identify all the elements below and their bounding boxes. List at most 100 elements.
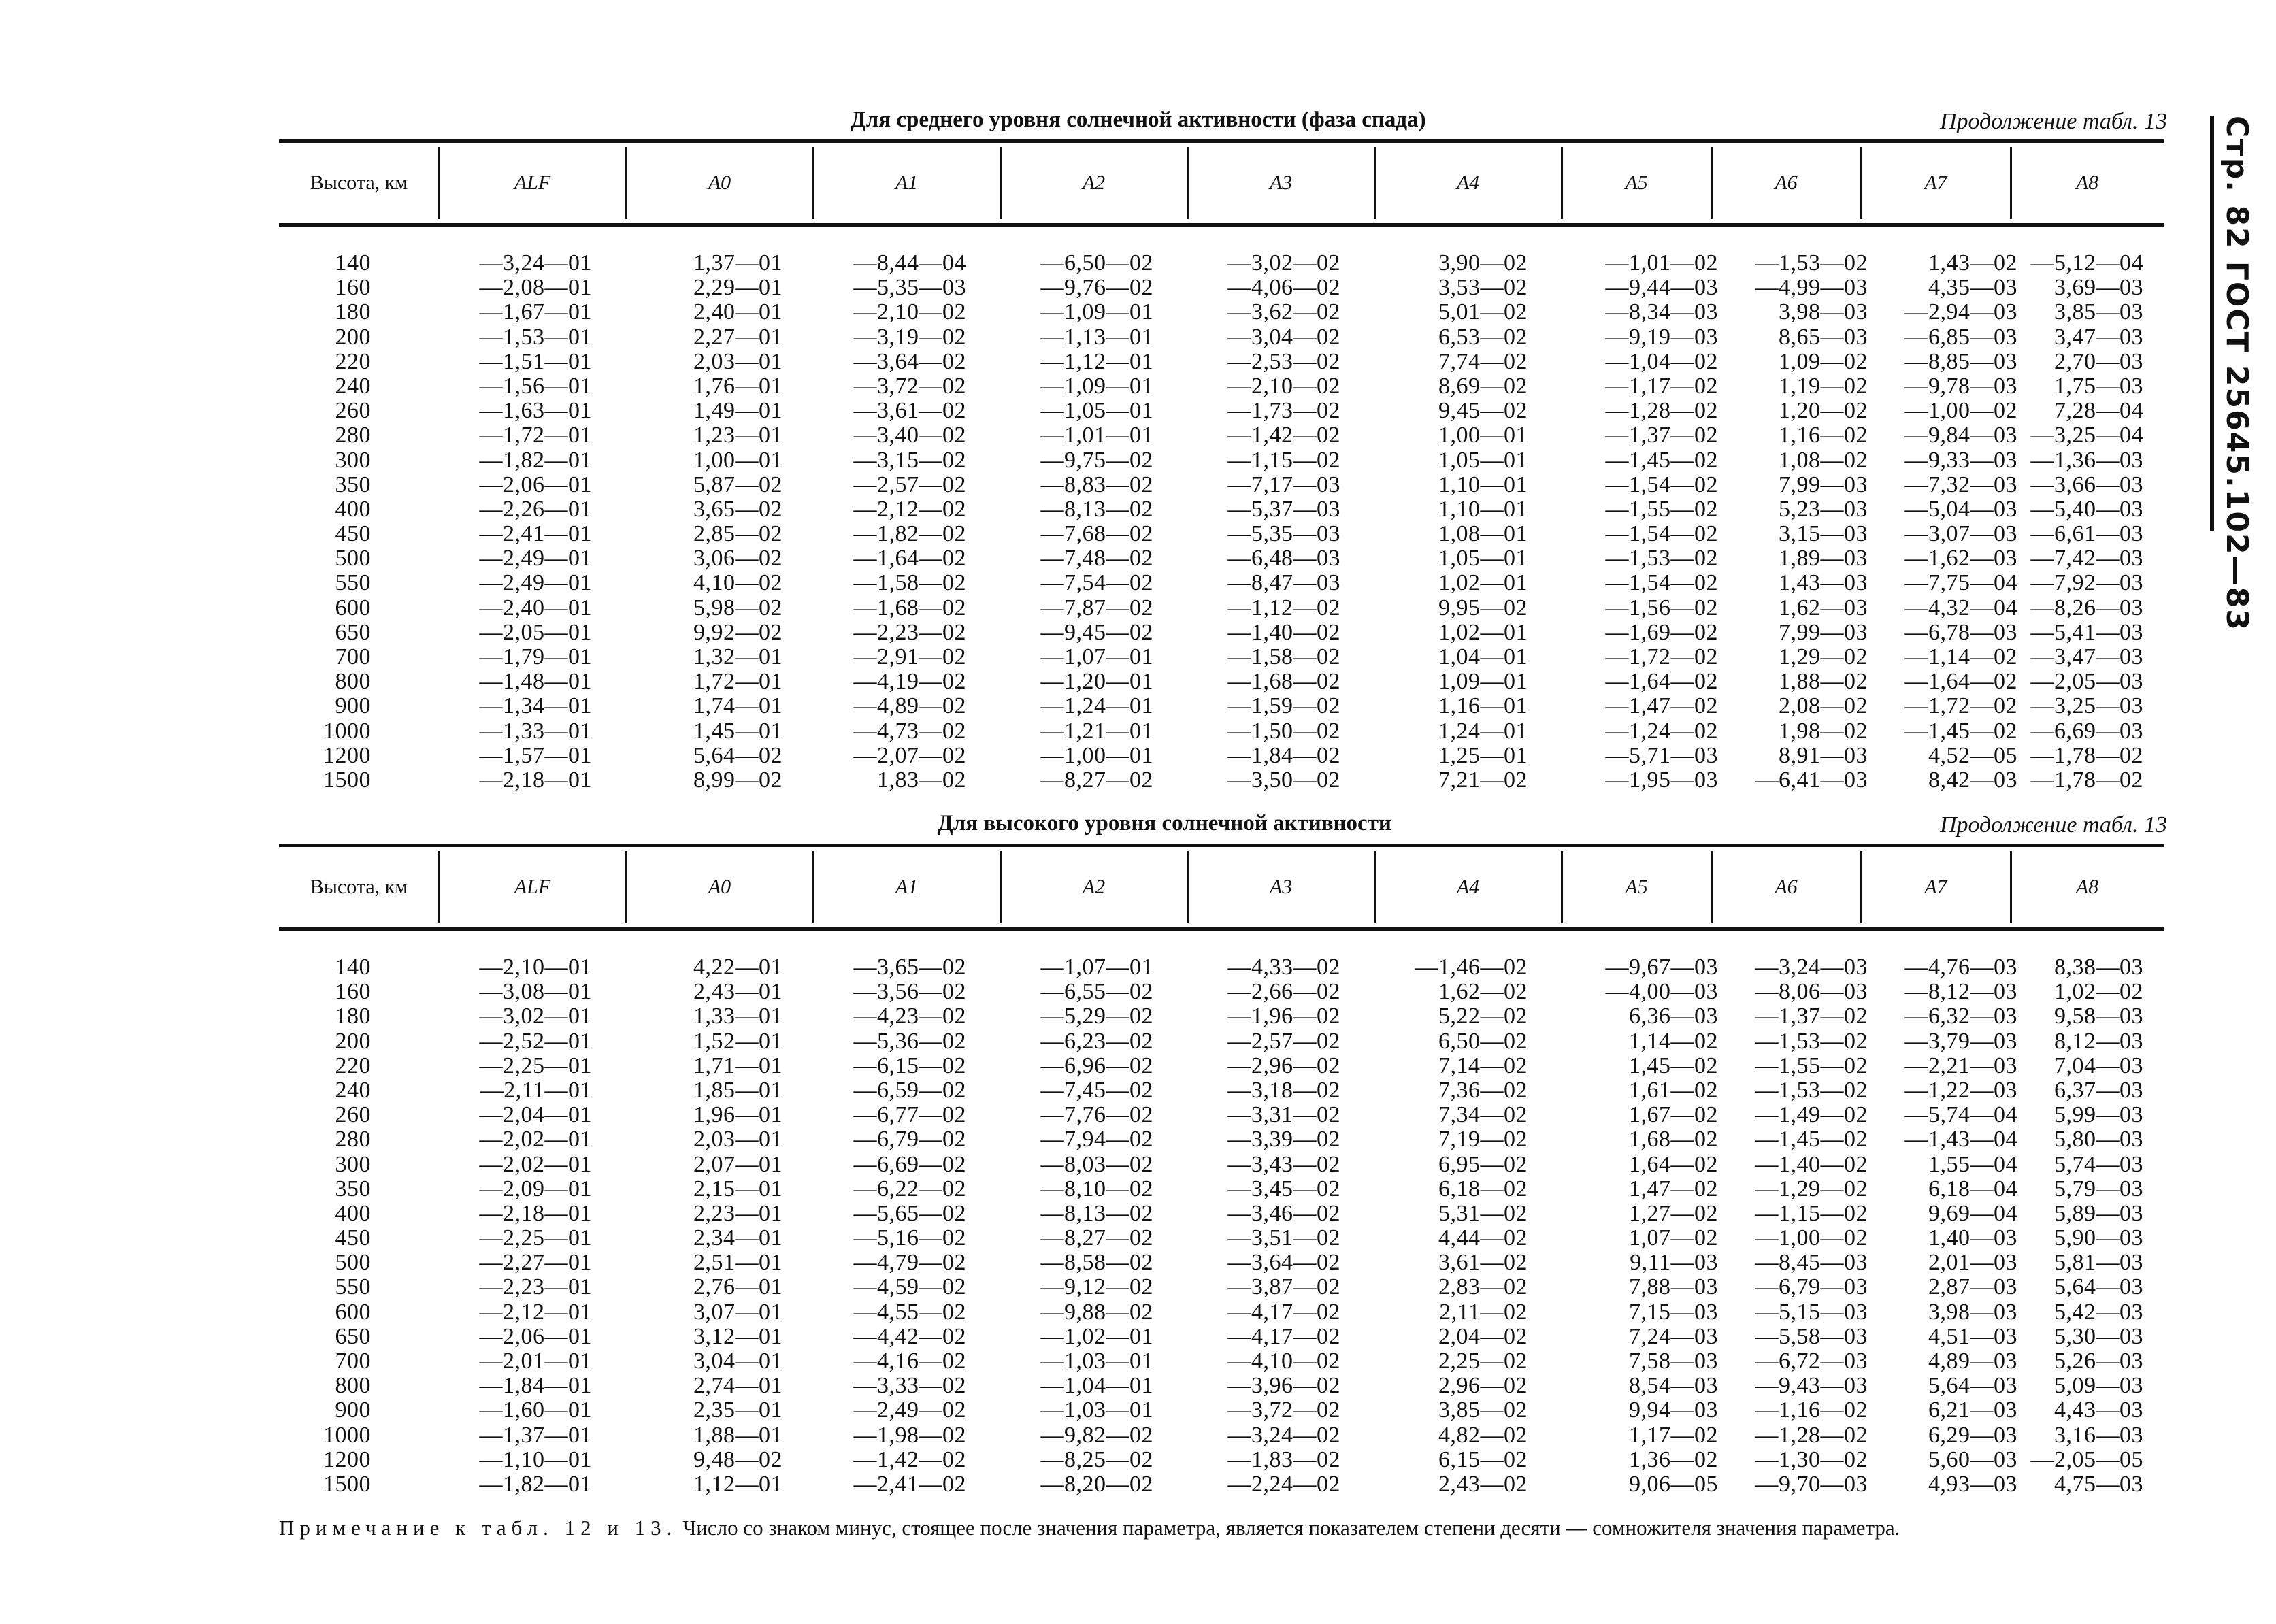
value-cell: 8,69—02: [1438, 373, 1528, 399]
value-cell: —4,06—02: [1227, 275, 1340, 301]
value-cell: 4,44—02: [1438, 1225, 1528, 1251]
value-cell: —2,08—01: [479, 275, 592, 301]
table-row: 800 —1,84—01 2,74—01 —3,33—02 —1,04—01 —3,96—…: [279, 1374, 2164, 1398]
value-cell: —2,05—03: [2030, 669, 2143, 695]
value-cell: —1,63—01: [479, 398, 592, 424]
value-cell: —1,45—02: [1605, 447, 1718, 473]
value-cell: —9,70—03: [1755, 1471, 1868, 1497]
value-cell: —1,28—02: [1605, 398, 1718, 424]
column-header: A0: [708, 876, 731, 898]
column-divider: [1000, 147, 1002, 219]
column-divider: [1561, 147, 1563, 219]
altitude-cell: 400: [335, 496, 371, 522]
value-cell: 1,52—01: [693, 1028, 782, 1054]
value-cell: —7,75—04: [1904, 570, 2017, 596]
altitude-cell: 280: [335, 1127, 371, 1153]
value-cell: —8,03—02: [1040, 1151, 1153, 1177]
table-row: 300 —2,02—01 2,07—01 —6,69—02 —8,03—02 —3,43—…: [279, 1151, 2164, 1177]
value-cell: —1,56—01: [479, 373, 592, 399]
value-cell: —2,91—02: [853, 644, 966, 669]
value-cell: 5,74—03: [2054, 1151, 2143, 1177]
altitude-cell: 550: [335, 1274, 371, 1300]
value-cell: —1,55—02: [1755, 1053, 1868, 1078]
altitude-cell: 160: [335, 275, 371, 301]
value-cell: 8,65—03: [1779, 324, 1868, 350]
value-cell: —1,72—01: [479, 422, 592, 448]
altitude-cell: 600: [335, 595, 371, 620]
value-cell: —8,45—03: [1755, 1250, 1868, 1276]
value-cell: 5,64—02: [693, 742, 782, 768]
value-cell: —3,51—02: [1227, 1225, 1340, 1251]
value-cell: 5,64—03: [1928, 1373, 2017, 1399]
column-header: A7: [1924, 876, 1947, 898]
value-cell: —1,54—02: [1605, 570, 1718, 596]
value-cell: —3,43—02: [1227, 1151, 1340, 1177]
value-cell: 1,00—01: [693, 447, 782, 473]
value-cell: 2,43—02: [1438, 1471, 1528, 1497]
value-cell: —1,03—01: [1040, 1348, 1153, 1374]
value-cell: —6,69—03: [2030, 718, 2143, 744]
value-cell: —3,31—02: [1227, 1102, 1340, 1128]
value-cell: —2,10—01: [479, 955, 592, 980]
table-row: 600 —2,40—01 5,98—02 —1,68—02 —7,87—02 —1,12—…: [279, 595, 2164, 620]
value-cell: —1,02—01: [1040, 1323, 1153, 1349]
value-cell: 4,51—03: [1928, 1323, 2017, 1349]
value-cell: 6,29—03: [1928, 1422, 2017, 1448]
value-cell: 1,85—01: [693, 1077, 782, 1103]
value-cell: —1,95—03: [1605, 767, 1718, 793]
value-cell: 7,58—03: [1629, 1348, 1718, 1374]
table-row: 1200 —1,57—01 5,64—02 —2,07—02 —1,00—01 —1,84…: [279, 742, 2164, 768]
value-cell: —1,72—02: [1605, 644, 1718, 669]
value-cell: 1,00—01: [1438, 422, 1528, 448]
value-cell: —2,52—01: [479, 1028, 592, 1054]
altitude-cell: 300: [335, 1151, 371, 1177]
value-cell: 2,11—02: [1439, 1299, 1528, 1325]
value-cell: 6,15—02: [1438, 1446, 1528, 1472]
value-cell: —7,17—03: [1227, 471, 1340, 497]
value-cell: —6,72—03: [1755, 1348, 1868, 1374]
value-cell: —7,32—03: [1904, 471, 2017, 497]
column-header: A3: [1269, 876, 1293, 898]
altitude-cell: 140: [335, 955, 371, 980]
value-cell: 6,21—03: [1928, 1397, 2017, 1423]
value-cell: —6,15—02: [853, 1053, 966, 1078]
value-cell: 2,15—01: [693, 1176, 782, 1202]
column-divider: [812, 147, 814, 219]
column-header: A3: [1269, 171, 1293, 194]
value-cell: 8,91—03: [1779, 742, 1868, 768]
value-cell: —6,59—02: [853, 1077, 966, 1103]
value-cell: 3,61—02: [1438, 1250, 1528, 1276]
value-cell: 1,45—01: [693, 718, 782, 744]
value-cell: —1,40—02: [1755, 1151, 1868, 1177]
value-cell: —1,73—02: [1227, 398, 1340, 424]
value-cell: 1,75—03: [2054, 373, 2143, 399]
value-cell: —1,54—02: [1605, 471, 1718, 497]
value-cell: 1,08—01: [1438, 521, 1528, 547]
value-cell: —4,59—02: [853, 1274, 966, 1300]
value-cell: —2,40—01: [479, 595, 592, 620]
value-cell: —2,05—01: [479, 619, 592, 645]
value-cell: —1,01—01: [1040, 422, 1153, 448]
value-cell: —3,25—04: [2030, 422, 2143, 448]
value-cell: 1,43—02: [1928, 250, 2017, 276]
value-cell: —1,84—01: [479, 1373, 592, 1399]
value-cell: 1,32—01: [693, 644, 782, 669]
value-cell: —6,22—02: [853, 1176, 966, 1202]
value-cell: —1,22—03: [1904, 1077, 2017, 1103]
value-cell: —2,07—02: [853, 742, 966, 768]
value-cell: —9,88—02: [1040, 1299, 1153, 1325]
value-cell: —1,16—02: [1755, 1397, 1868, 1423]
value-cell: —1,37—01: [479, 1422, 592, 1448]
column-header: Высота, км: [310, 171, 408, 194]
footnote: Примечание к табл. 12 и 13. Число со зна…: [279, 1516, 2167, 1540]
altitude-cell: 650: [335, 1323, 371, 1349]
value-cell: —6,48—03: [1227, 546, 1340, 571]
value-cell: 1,23—01: [693, 422, 782, 448]
value-cell: —1,03—01: [1040, 1397, 1153, 1423]
value-cell: —6,77—02: [853, 1102, 966, 1128]
value-cell: —4,76—03: [1904, 955, 2017, 980]
column-divider: [1187, 147, 1189, 219]
value-cell: 5,89—03: [2054, 1200, 2143, 1226]
value-cell: 7,36—02: [1438, 1077, 1528, 1103]
value-cell: 1,04—01: [1438, 644, 1528, 669]
